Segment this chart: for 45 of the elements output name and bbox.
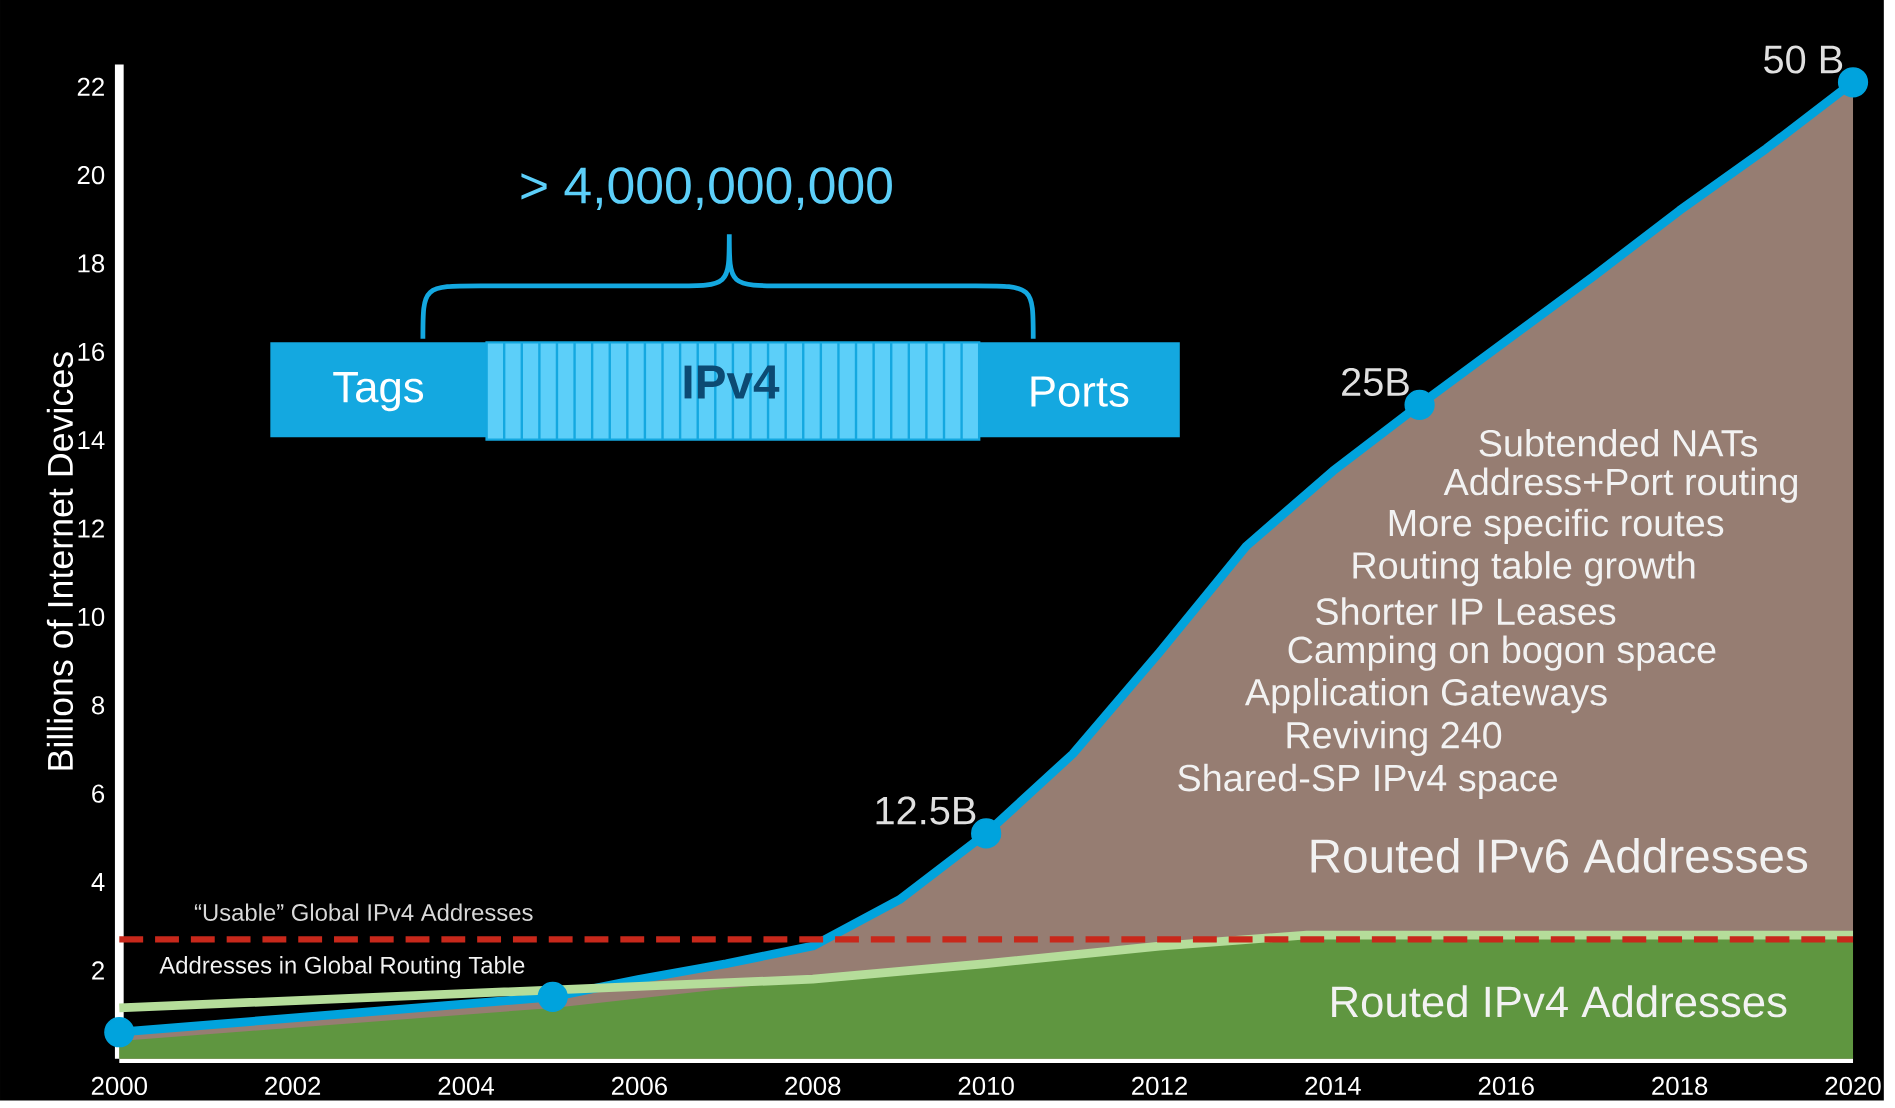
annotation: Tags — [333, 371, 424, 412]
ref-line-label: “Usable” Global IPv4 Addresses — [194, 903, 533, 921]
annotation: Shared-SP IPv4 space — [1178, 763, 1557, 799]
y-tick-label: 20 — [77, 165, 105, 185]
y-tick-label: 14 — [78, 431, 105, 449]
y-tick-label: 6 — [92, 784, 105, 803]
annotation: IPv4 — [684, 365, 780, 399]
y-tick-label: 8 — [92, 695, 105, 715]
x-tick-label: 2016 — [1478, 1076, 1534, 1095]
point — [104, 1016, 135, 1048]
x-tick-label: 2014 — [1305, 1076, 1361, 1095]
annotation: > 4,000,000,000 — [521, 167, 892, 210]
y-tick-label: 12 — [78, 519, 104, 538]
x-tick-label: 2006 — [611, 1076, 667, 1095]
y-tick-label: 4 — [91, 872, 105, 891]
annotation: Shorter IP Leases — [1316, 597, 1616, 625]
annotation: Application Gateways — [1244, 677, 1607, 714]
annotation: Reviving 240 — [1287, 720, 1502, 756]
annotation: Subtended NATs — [1479, 428, 1758, 457]
y-tick-label: 10 — [78, 607, 105, 626]
y-axis-title: Billions of Internet Devices — [46, 352, 74, 770]
annotation: 50 B — [1764, 45, 1843, 74]
series-label: Routed IPv4 Addresses — [1332, 985, 1787, 1018]
annotation: Ports — [1031, 376, 1129, 407]
annotation: 25B — [1342, 367, 1409, 396]
y-tick-label: 16 — [78, 342, 105, 361]
y-tick-label: 18 — [78, 254, 105, 273]
x-tick-label: 2004 — [438, 1076, 494, 1095]
annotation: More specific routes — [1389, 508, 1724, 544]
x-tick-label: 2020 — [1825, 1076, 1881, 1095]
series-label: Routed IPv6 Addresses — [1311, 837, 1808, 873]
y-tick-label: 2 — [92, 961, 104, 980]
x-tick-label: 2008 — [785, 1076, 841, 1095]
x-tick-label: 2002 — [265, 1076, 321, 1095]
annotation: Camping on bogon space — [1288, 635, 1716, 671]
x-tick-label: 2012 — [1132, 1076, 1187, 1095]
annotation: Address+Port routing — [1443, 467, 1798, 503]
x-tick-label: 2000 — [91, 1076, 148, 1095]
annotation: 12.5B — [876, 796, 976, 825]
series-label: Addresses in Global Routing Table — [159, 955, 525, 979]
x-tick-label: 2010 — [958, 1076, 1014, 1095]
x-tick-label: 2018 — [1652, 1076, 1708, 1095]
y-tick-label: 22 — [77, 77, 104, 96]
annotation: Routing table growth — [1353, 550, 1695, 587]
point — [537, 981, 568, 1012]
